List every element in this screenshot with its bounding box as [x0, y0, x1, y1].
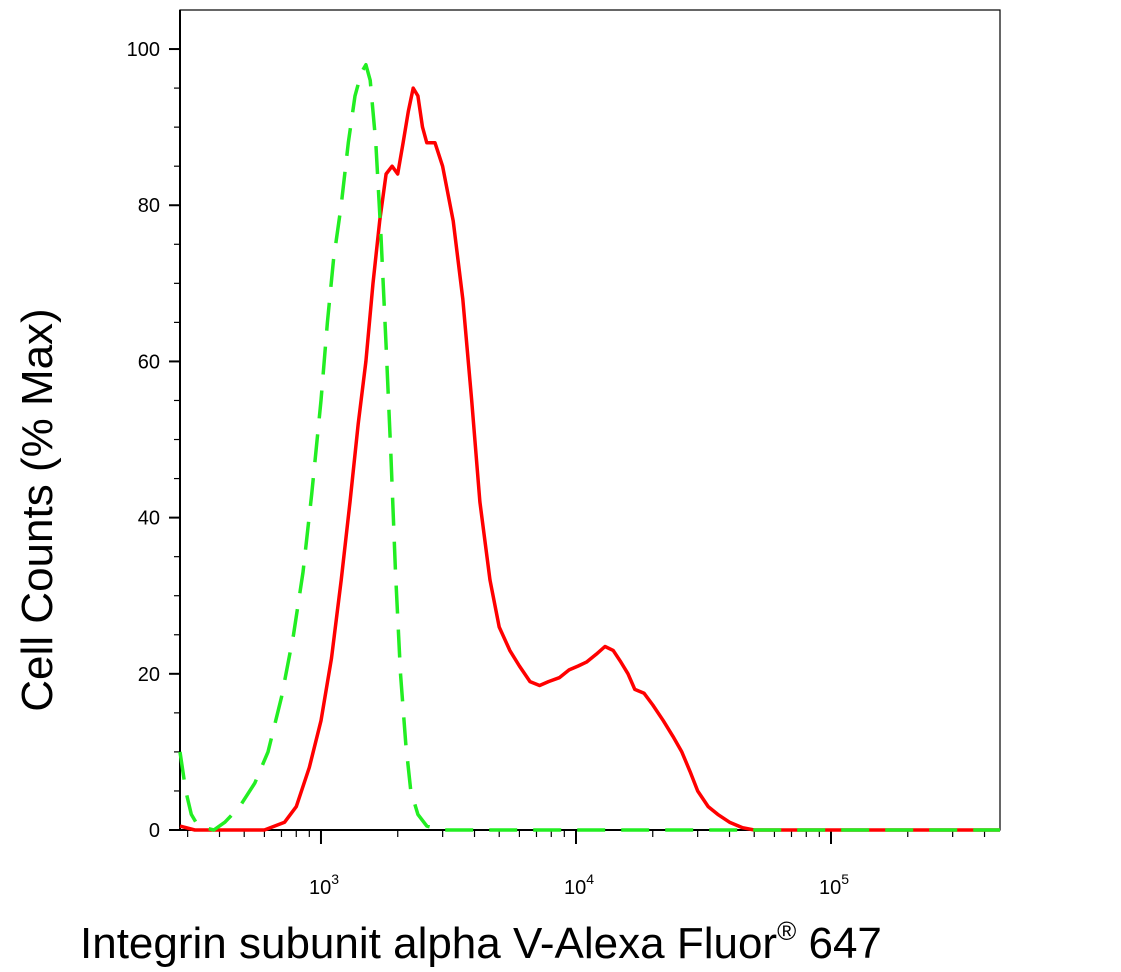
x-axis-label-suffix: 647 [796, 919, 882, 968]
x-tick-label: 103 [309, 871, 339, 899]
y-tick-label: 0 [149, 820, 160, 842]
x-tick-label: 105 [819, 871, 849, 899]
series-solid-line [179, 86, 1000, 832]
y-tick-label: 60 [138, 351, 160, 373]
plot-area: 0 20 40 60 80 100 103 104 105 [127, 9, 1001, 899]
y-tick-label: 40 [138, 508, 160, 530]
series-layer [178, 62, 1000, 832]
y-axis-label: Cell Counts (% Max) [13, 308, 62, 711]
plot-frame [179, 9, 1001, 831]
x-axis-label-registered-mark: ® [777, 916, 796, 946]
x-axis-label-text: Integrin subunit alpha V-Alexa Fluor [80, 919, 777, 968]
x-axis-label: Integrin subunit alpha V-Alexa Fluor® 64… [80, 916, 882, 968]
y-tick-label: 20 [138, 664, 160, 686]
x-tick-label: 104 [564, 871, 594, 899]
series-dashed-line [178, 62, 1000, 832]
y-axis-ticks: 0 20 40 60 80 100 [127, 39, 180, 842]
y-tick-label: 80 [138, 195, 160, 217]
x-axis-ticks: 103 104 105 [187, 830, 986, 899]
y-tick-label: 100 [127, 39, 160, 61]
